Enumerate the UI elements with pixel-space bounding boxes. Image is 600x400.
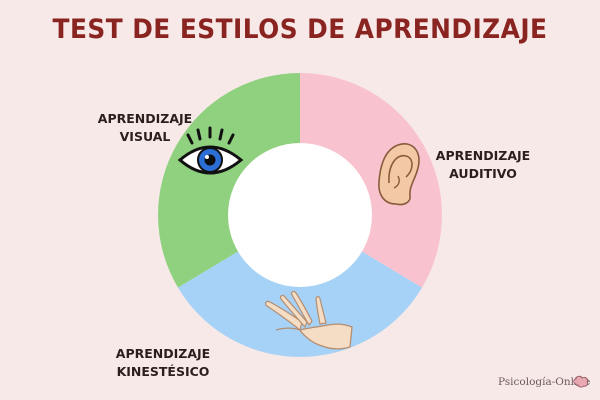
segment-auditivo [300, 73, 442, 288]
page-title: TEST DE ESTILOS DE APRENDIZAJE [52, 14, 548, 45]
label-line: APRENDIZAJE [97, 111, 193, 126]
hand-icon [264, 290, 353, 350]
label-aprendizaje-kinestesico: APRENDIZAJE KINESTÉSICO [98, 345, 228, 381]
eye-icon [177, 126, 244, 175]
label-line: APRENDIZAJE [435, 148, 531, 163]
brand-watermark: Psicología-Online [498, 376, 591, 388]
label-line: APRENDIZAJE [115, 346, 211, 361]
label-line: AUDITIVO [449, 166, 517, 181]
donut-hole [228, 143, 372, 287]
label-aprendizaje-auditivo: APRENDIZAJE AUDITIVO [418, 147, 548, 183]
label-line: VISUAL [119, 129, 171, 144]
label-aprendizaje-visual: APRENDIZAJE VISUAL [80, 110, 210, 146]
ear-icon [378, 143, 420, 206]
label-line: KINESTÉSICO [116, 364, 210, 379]
brain-logo-icon [573, 375, 589, 388]
segment-visual [158, 73, 300, 288]
